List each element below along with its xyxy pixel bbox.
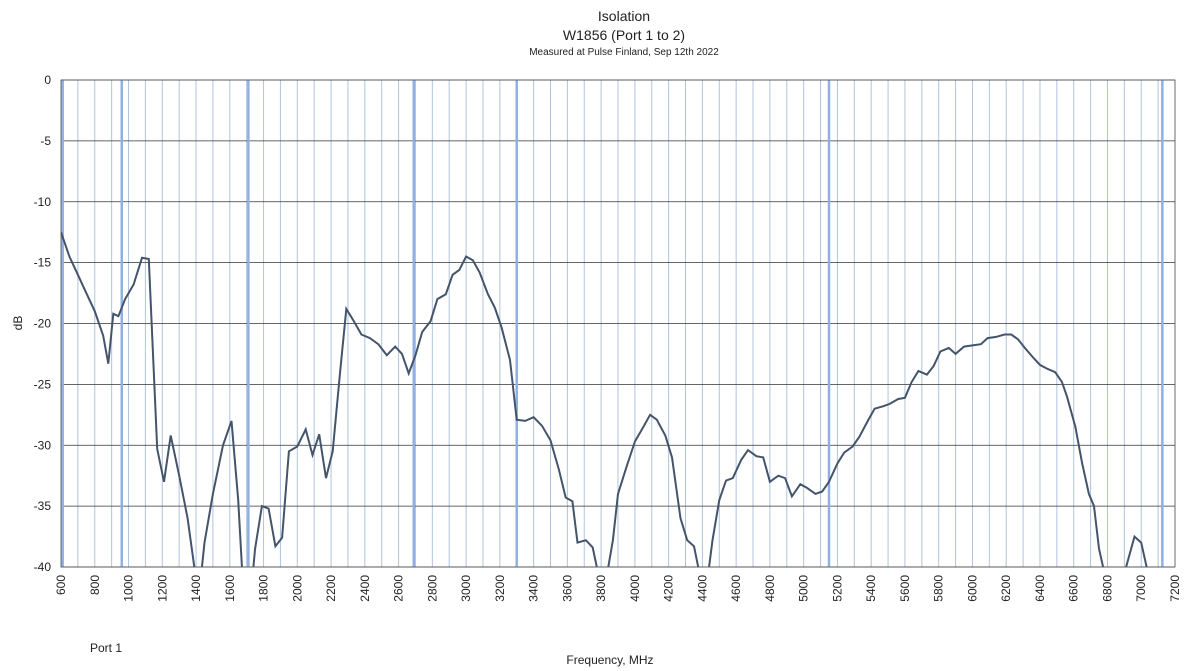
y-tick-label: -15 [34,256,52,270]
chart-subtitle: W1856 (Port 1 to 2) [563,27,685,43]
y-tick-label: -20 [34,317,52,331]
x-tick-label: 7000 [1134,575,1148,602]
x-tick-label: 3200 [493,575,507,602]
x-tick-label: 5200 [830,575,844,602]
series-line [61,231,1148,567]
x-tick-label: 800 [88,575,102,595]
x-tick-label: 4800 [763,575,777,602]
y-tick-label: -5 [40,134,51,148]
x-tick-label: 3400 [527,575,541,602]
x-tick-label: 6800 [1100,575,1114,602]
x-tick-label: 2200 [324,575,338,602]
x-tick-label: 6600 [1067,575,1081,602]
x-tick-label: 600 [54,575,68,595]
x-tick-label: 6400 [1033,575,1047,602]
x-tick-label: 5600 [898,575,912,602]
x-tick-label: 1200 [155,575,169,602]
x-tick-label: 3600 [560,575,574,602]
y-tick-label: -30 [34,438,52,452]
x-tick-label: 5800 [932,575,946,602]
x-axis-label: Frequency, MHz [566,653,653,667]
x-tick-label: 5000 [797,575,811,602]
y-tick-label: -40 [34,560,52,574]
x-tick-label: 1600 [223,575,237,602]
y-tick-label: 0 [44,73,51,87]
chart-title: Isolation [598,8,650,24]
chart-note: Measured at Pulse Finland, Sep 12th 2022 [529,47,719,58]
y-tick-label: -25 [34,377,52,391]
x-tick-label: 2600 [392,575,406,602]
x-tick-label: 1800 [257,575,271,602]
x-tick-label: 1400 [189,575,203,602]
x-tick-label: 7200 [1168,575,1182,602]
legend-entry: Port 1 [90,641,122,655]
plot-frame [60,79,1176,568]
x-tick-label: 2000 [290,575,304,602]
x-tick-label: 2400 [358,575,372,602]
x-tick-label: 5400 [864,575,878,602]
x-tick-label: 3000 [459,575,473,602]
x-tick-label: 4600 [729,575,743,602]
x-tick-label: 4200 [662,575,676,602]
x-tick-label: 1000 [122,575,136,602]
y-tick-label: -35 [34,499,52,513]
x-tick-label: 6200 [999,575,1013,602]
x-tick-label: 3800 [594,575,608,602]
x-tick-label: 2800 [425,575,439,602]
x-tick-label: 4000 [628,575,642,602]
x-tick-label: 4400 [695,575,709,602]
y-tick-label: -10 [34,195,52,209]
x-tick-label: 6000 [965,575,979,602]
y-axis-label: dB [11,316,25,331]
